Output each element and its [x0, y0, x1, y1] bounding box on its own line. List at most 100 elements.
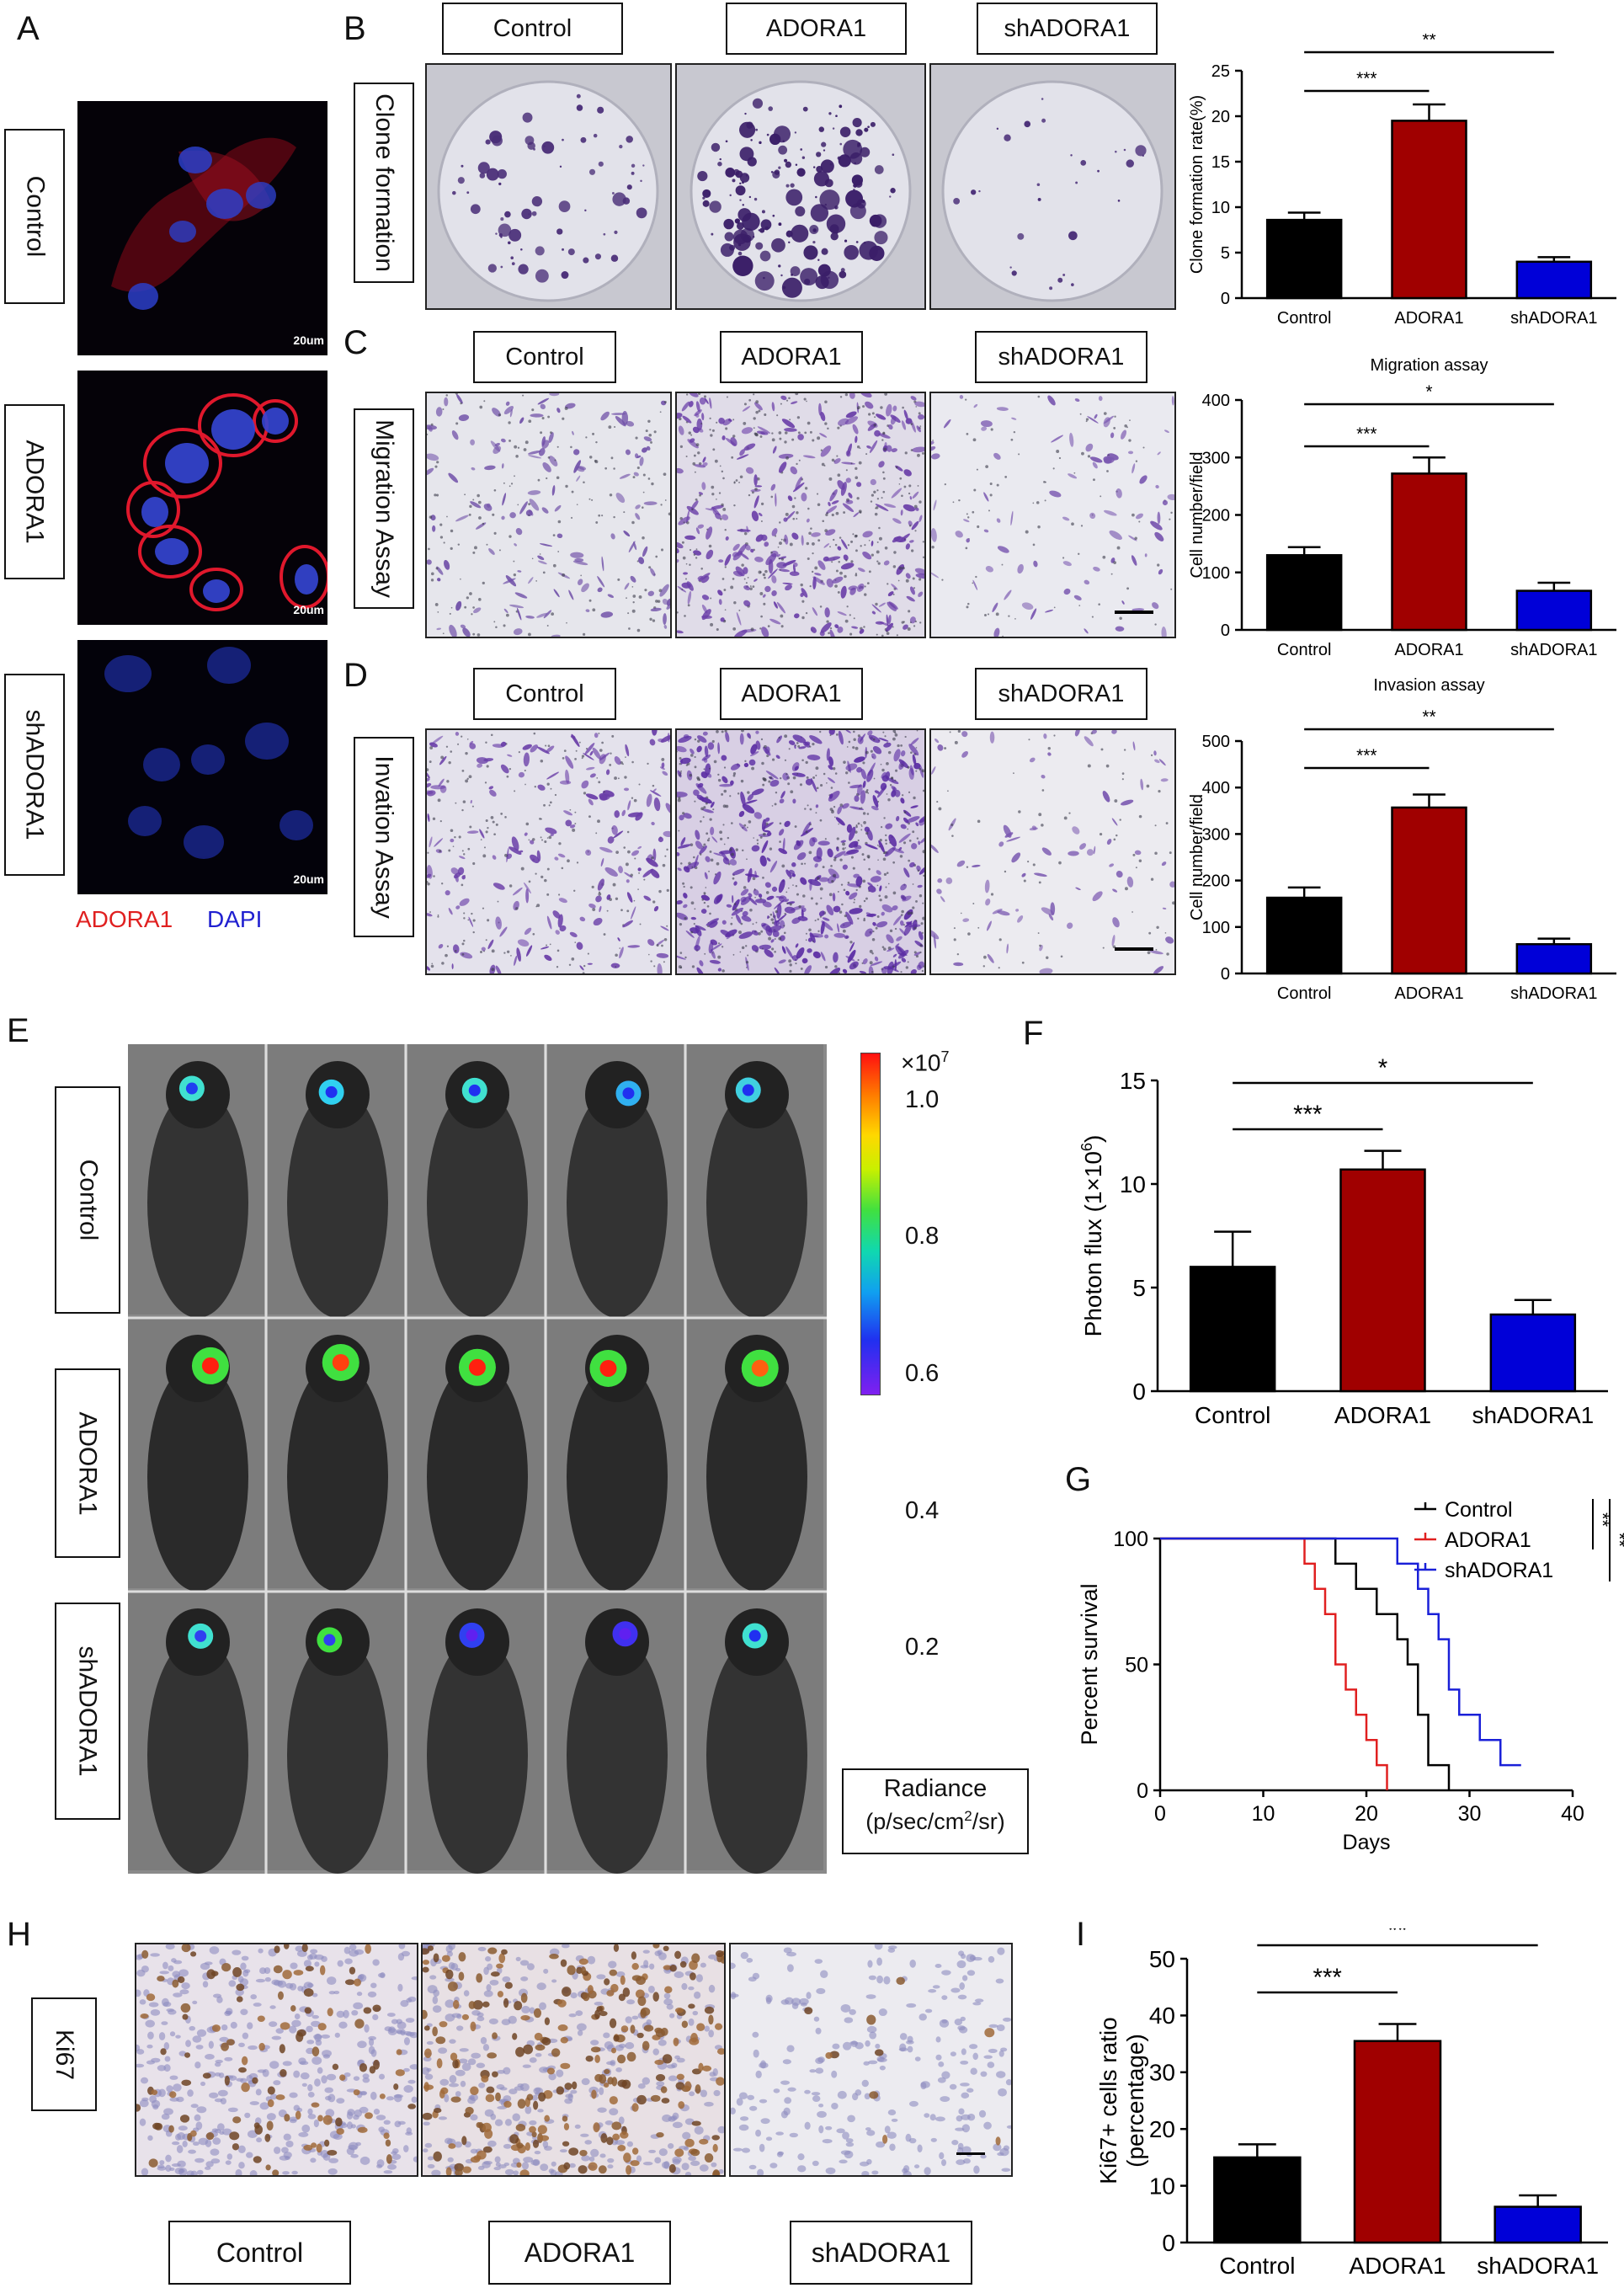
y-tick-label: 15: [1120, 1068, 1146, 1094]
panel-e-label-control: Control: [55, 1086, 120, 1314]
scale-bar: [1115, 947, 1153, 951]
x-tick-label: ADORA1: [1394, 641, 1463, 659]
y-tick-label: 20: [1211, 108, 1230, 126]
bar-adora1: [1391, 120, 1467, 300]
y-tick-label: 500: [1202, 733, 1230, 751]
x-axis-label: Days: [1343, 1831, 1391, 1854]
significance-label: **: [1609, 1533, 1624, 1548]
significance-label: ***: [1356, 69, 1377, 88]
survival-line-control: [1160, 1537, 1451, 1790]
radiance-title: Radiance: [883, 1775, 988, 1802]
significance-label: **: [1388, 1928, 1408, 1944]
panel-letter-a: A: [17, 10, 40, 47]
header-adora1-d: ADORA1: [720, 668, 863, 720]
x-tick-label: Control: [1195, 1402, 1270, 1428]
significance-label: ***: [1313, 1964, 1342, 1992]
y-tick-label: 0: [1221, 290, 1230, 308]
mouse-image: [407, 1592, 544, 1874]
significance-label: *: [1425, 382, 1432, 402]
y-tick-label: 25: [1211, 62, 1230, 81]
panel-a-label-shadora1: shADORA1: [4, 674, 65, 876]
bar-adora1: [1339, 1168, 1426, 1393]
significance-label: *: [1378, 1054, 1387, 1082]
y-tick-label: 200: [1202, 872, 1230, 891]
y-tick-label: 0: [1162, 2230, 1175, 2256]
x-tick-label: 10: [1252, 1802, 1275, 1826]
mouse-image: [268, 1318, 404, 1592]
y-axis-label: Ki67+ cells ratio(percentage): [1095, 2017, 1148, 2184]
colorbar-tick-label: 0.2: [905, 1634, 940, 1661]
x-tick-label: 0: [1154, 1802, 1166, 1826]
y-tick-label: 400: [1202, 779, 1230, 797]
y-axis-label: Photon flux (1×106): [1078, 1135, 1106, 1337]
panel-a-label-adora1: ADORA1: [4, 404, 65, 579]
bar-control: [1265, 896, 1343, 975]
invasion-image-adora1: [675, 728, 926, 975]
legend-dapi: DAPI: [207, 906, 263, 932]
mouse-image: [268, 1044, 404, 1318]
y-axis-label: Clone formation rate(%): [1188, 95, 1206, 274]
colorbar-tick-label: 0.8: [905, 1223, 940, 1250]
significance-label: **: [1422, 34, 1435, 50]
scale-bar-label: 20um: [293, 872, 324, 886]
y-tick-label: 300: [1202, 449, 1230, 467]
colorbar-tick-label: 1.0: [905, 1086, 940, 1113]
y-tick-label: 100: [1202, 919, 1230, 937]
header-shadora1-b: shADORA1: [977, 3, 1158, 55]
header-adora1-b: ADORA1: [726, 3, 907, 55]
x-tick-label: ADORA1: [1394, 984, 1463, 1003]
bar-shadora1: [1494, 2205, 1582, 2244]
panel-letter-f: F: [1023, 1015, 1044, 1052]
bar-shadora1: [1515, 942, 1593, 975]
mouse-image: [687, 1592, 823, 1874]
significance-label: **: [1592, 1512, 1613, 1528]
mouse-image: [547, 1318, 684, 1592]
panel-a-label-control: Control: [4, 129, 65, 304]
x-tick-label: shADORA1: [1477, 2253, 1599, 2279]
scale-bar-label: 20um: [293, 333, 324, 347]
y-axis-label: Percent survival: [1077, 1583, 1102, 1745]
x-tick-label: 20: [1355, 1802, 1378, 1826]
fluorescence-image-shadora1: 20um: [77, 640, 327, 894]
side-label-migration: Migration Assay: [354, 408, 414, 609]
panel-letter-c: C: [343, 324, 368, 361]
y-tick-label: 0: [1221, 965, 1230, 984]
x-tick-label: Control: [1277, 641, 1331, 659]
mouse-image: [128, 1044, 264, 1318]
panel-letter-e: E: [7, 1012, 29, 1049]
clone-plate-adora1: [675, 63, 926, 310]
ki67-image-shadora1: [729, 1943, 1013, 2177]
invasion-image-shadora1: [929, 728, 1176, 975]
scale-bar: [956, 2152, 985, 2155]
radiance-unit: (p/sec/cm2/sr): [865, 1808, 1005, 1834]
bar-control: [1189, 1266, 1276, 1393]
side-label-clone: Clone formation: [354, 83, 414, 283]
clone-plate-shadora1: [929, 63, 1176, 310]
y-tick-label: 5: [1132, 1275, 1146, 1301]
survival-line-shadora1: [1160, 1537, 1521, 1767]
header-adora1-h: ADORA1: [488, 2221, 671, 2285]
x-tick-label: 40: [1561, 1802, 1584, 1826]
x-tick-label: shADORA1: [1472, 1402, 1594, 1428]
chart-title: Migration assay: [1370, 356, 1488, 375]
x-tick-label: shADORA1: [1510, 309, 1597, 328]
y-tick-label: 10: [1120, 1171, 1146, 1197]
panel-letter-g: G: [1065, 1461, 1092, 1498]
bar-adora1: [1391, 472, 1467, 632]
significance-label: ***: [1356, 424, 1377, 444]
header-adora1-c: ADORA1: [720, 331, 863, 383]
x-tick-label: shADORA1: [1510, 641, 1597, 659]
panel-e-label-adora1: ADORA1: [55, 1368, 120, 1558]
y-tick-label: 15: [1211, 153, 1230, 172]
y-tick-label: 40: [1149, 2003, 1175, 2029]
panel-letter-i: I: [1076, 1916, 1086, 1953]
header-control-d: Control: [473, 668, 616, 720]
mouse-image: [128, 1318, 264, 1592]
header-control-c: Control: [473, 331, 616, 383]
bar-control: [1265, 218, 1343, 300]
legend-label: Control: [1445, 1498, 1513, 1522]
bar-shadora1: [1515, 589, 1593, 632]
x-tick-label: Control: [1277, 984, 1331, 1003]
